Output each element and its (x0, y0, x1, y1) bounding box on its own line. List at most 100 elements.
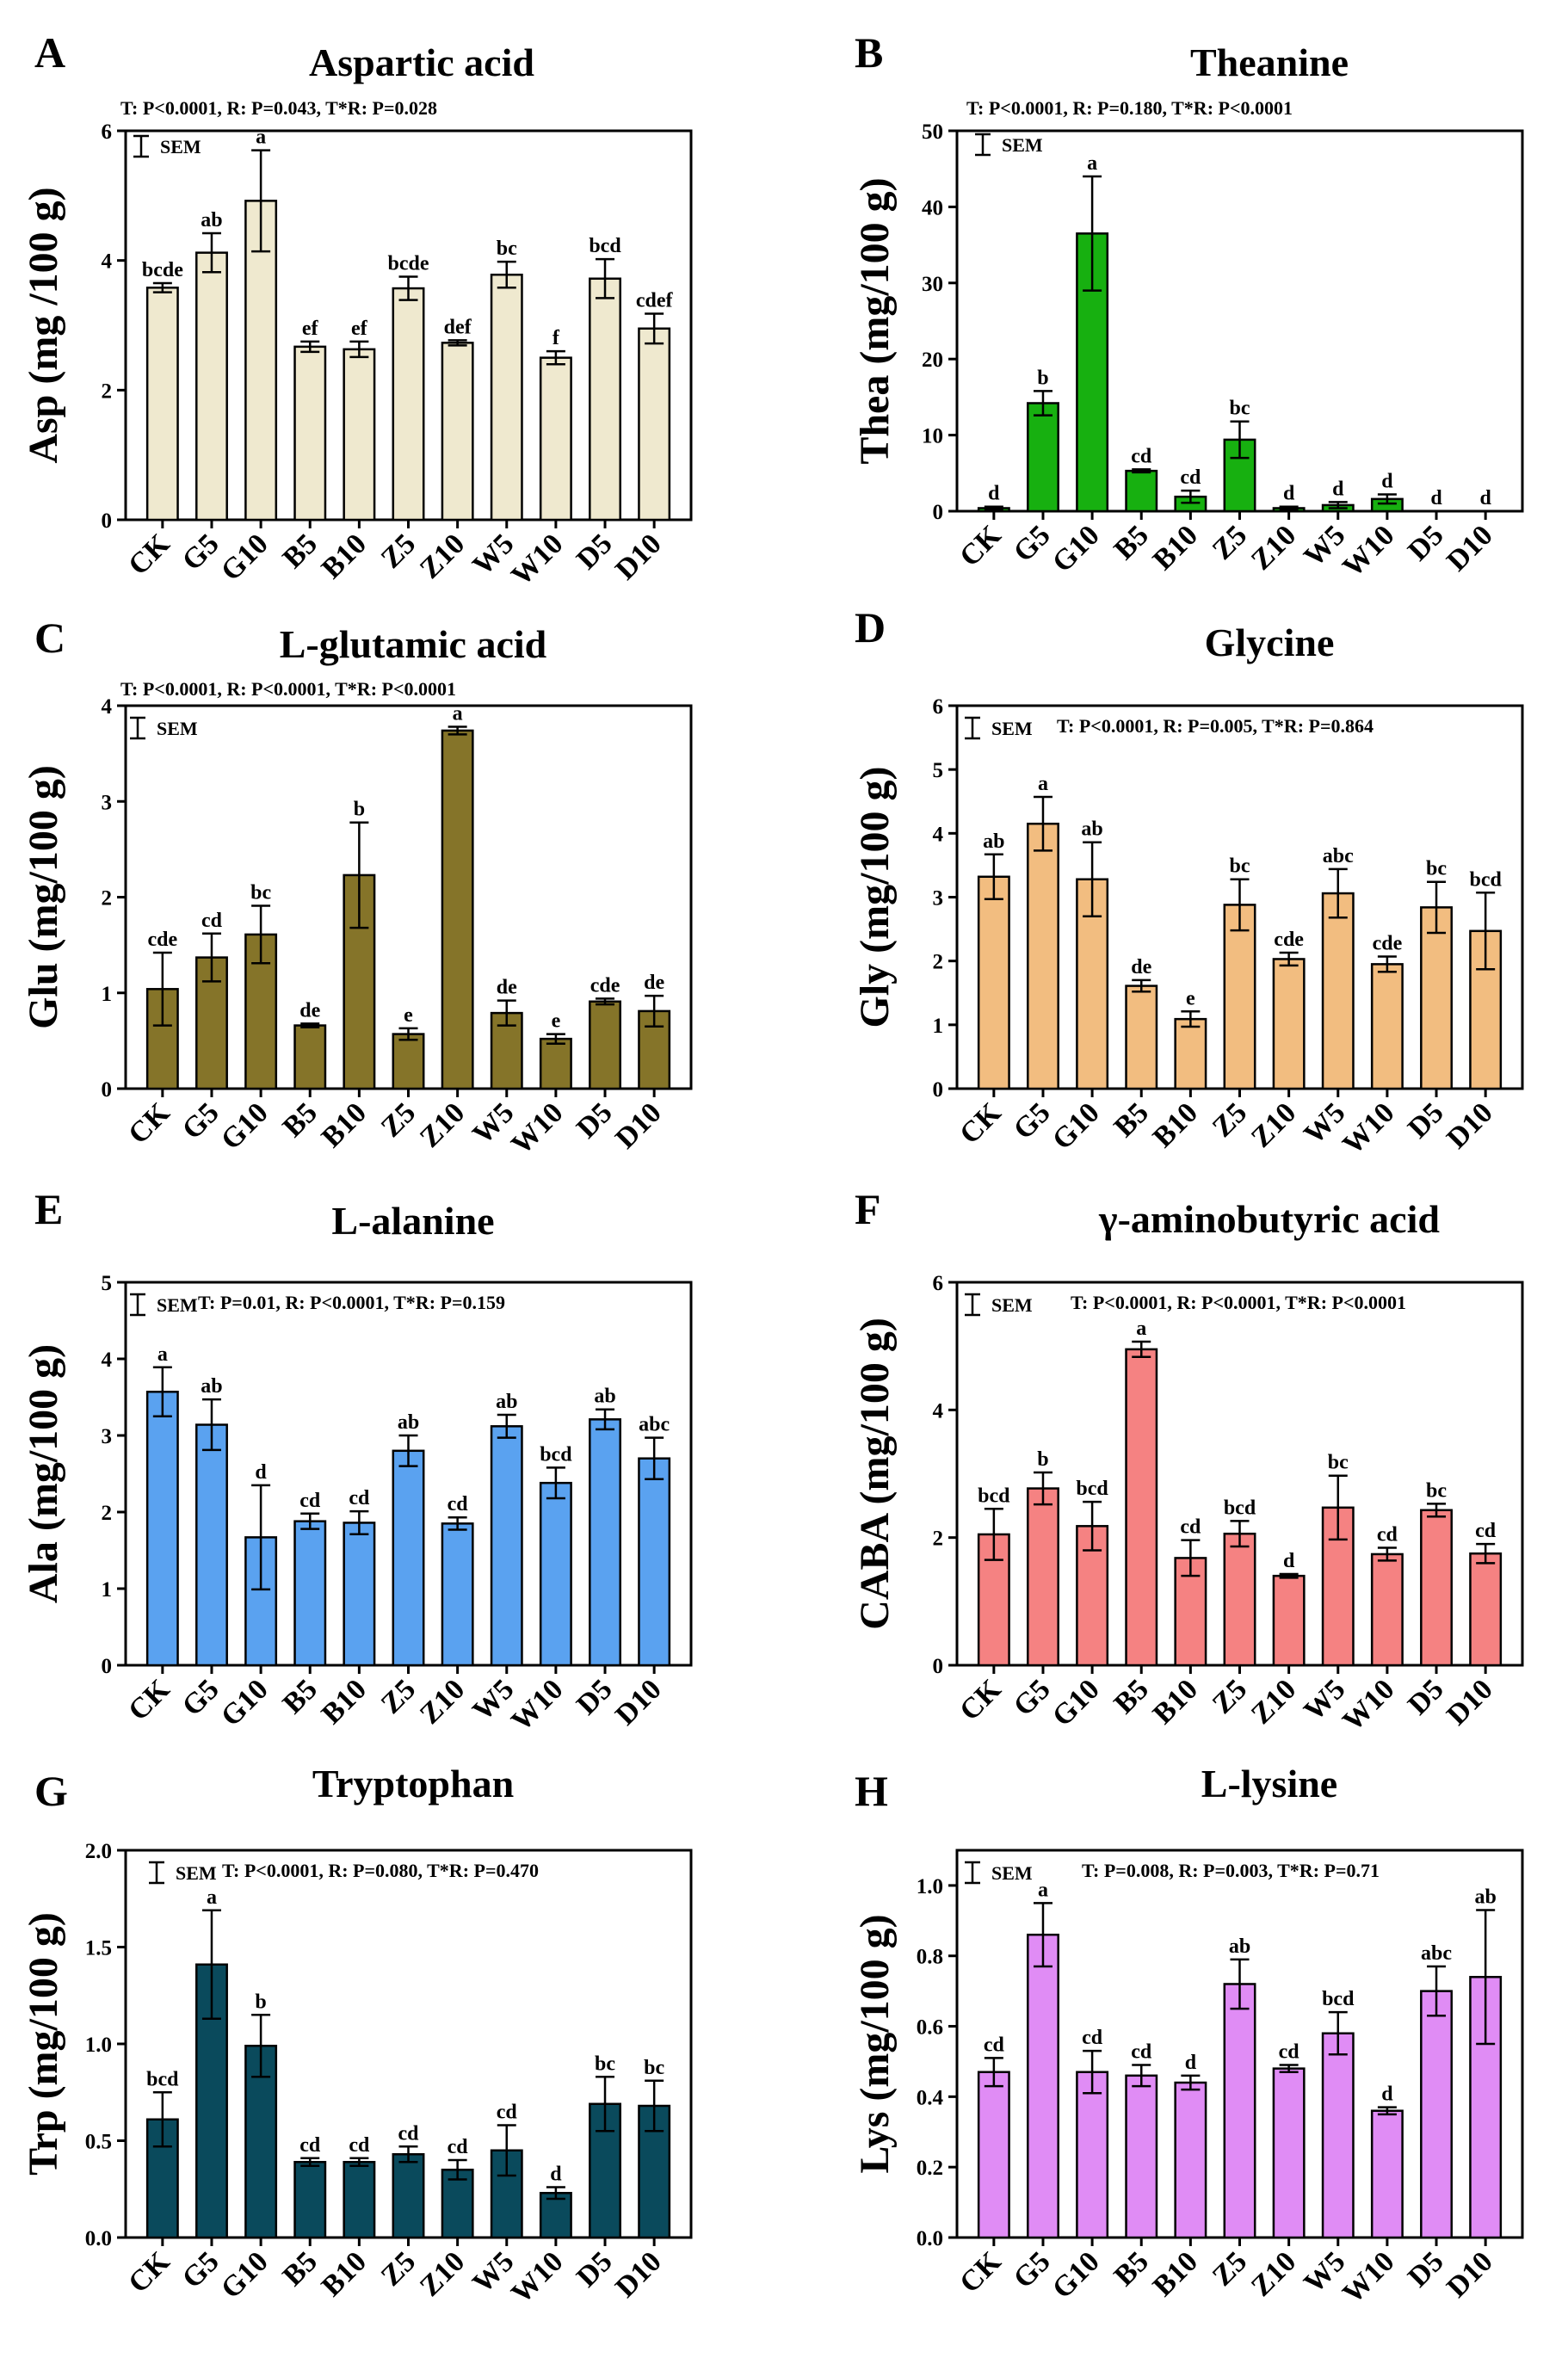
x-tick-label: CK (122, 1673, 176, 1727)
x-tick-label: B5 (277, 528, 324, 574)
x-tick-label: D5 (1402, 519, 1450, 567)
significance-letter: bc (1230, 855, 1250, 878)
x-tick-label: Z5 (1207, 519, 1253, 565)
x-tick-label: G5 (1008, 2245, 1057, 2294)
x-tick-label: Z10 (414, 528, 471, 584)
significance-letter: cd (497, 2102, 518, 2124)
x-tick-label: G10 (1046, 1673, 1106, 1732)
x-tick-label: D10 (609, 2245, 668, 2304)
bar-w5 (490, 273, 523, 522)
x-tick-label: B5 (1108, 519, 1155, 565)
significance-letter: ef (302, 318, 319, 340)
panel-letter: C (34, 614, 65, 662)
x-tick-label: Z5 (375, 528, 422, 574)
bar-b10 (343, 348, 376, 522)
bar-g10 (1076, 2071, 1109, 2239)
bar-w10 (539, 2192, 572, 2239)
bar-w5 (490, 1425, 523, 1667)
stats-annotation: T: P<0.0001, R: P<0.0001, T*R: P<0.0001 (1071, 1292, 1406, 1313)
significance-letter: abc (1421, 1942, 1452, 1965)
significance-letter: cd (349, 1487, 370, 1509)
x-tick-label: D10 (1441, 1096, 1499, 1155)
bar-ck (977, 2071, 1010, 2239)
x-tick-label: D10 (609, 1673, 668, 1731)
significance-letter: ef (351, 318, 368, 340)
chart-title: Aspartic acid (309, 40, 534, 84)
significance-letter: b (1037, 367, 1048, 389)
x-tick-label: B10 (1147, 1096, 1204, 1153)
y-tick-label: 2 (102, 380, 113, 403)
significance-letter: cd (299, 2134, 321, 2157)
bar-z10 (441, 1522, 474, 1667)
significance-letter: ab (201, 1375, 222, 1398)
legend: SEM (133, 134, 201, 158)
y-tick-label: 30 (922, 273, 943, 296)
x-tick-label: D10 (1441, 2245, 1499, 2304)
significance-letter: bc (1230, 398, 1250, 420)
x-tick-label: B5 (1108, 1096, 1155, 1143)
y-tick-label: 4 (102, 1349, 113, 1372)
y-tick-label: 1.5 (85, 1937, 112, 1960)
y-axis-label: Ala (mg/100 g) (21, 1344, 66, 1603)
bar-z5 (392, 287, 425, 522)
x-tick-label: W10 (505, 1096, 569, 1160)
stats-annotation: T: P=0.01, R: P<0.0001, T*R: P=0.159 (198, 1292, 505, 1313)
chart-panel-d: D Glycine T: P<0.0001, R: P=0.005, T*R: P=… (852, 603, 1524, 1161)
x-tick-label: D5 (571, 1673, 619, 1721)
y-tick-label: 3 (102, 791, 113, 814)
bar-b5 (293, 1024, 327, 1090)
y-tick-label: 0 (933, 1078, 944, 1102)
x-tick-label: D10 (1441, 519, 1499, 577)
x-tick-label: Z10 (414, 2245, 471, 2302)
significance-letter: a (207, 1886, 217, 1909)
chart-panel-c: C L-glutamic acid T: P<0.0001, R: P<0.0001… (21, 614, 693, 1161)
x-tick-label: W10 (1337, 1096, 1400, 1160)
y-tick-label: 1 (933, 1015, 944, 1038)
bar-b5 (293, 345, 327, 522)
bar-z5 (1223, 438, 1256, 513)
x-tick-label: W10 (505, 2245, 569, 2309)
bar-g5 (195, 251, 228, 522)
significance-letter: d (1283, 1550, 1295, 1572)
bar-b5 (1125, 985, 1158, 1090)
significance-letter: b (354, 799, 365, 821)
chart-panel-h: H L-lysine T: P=0.008, R: P=0.003, T*R: P=… (852, 1762, 1524, 2310)
y-tick-label: 2 (933, 1528, 944, 1551)
x-tick-label: G5 (1008, 1673, 1057, 1722)
y-tick-label: 0 (102, 1078, 113, 1102)
significance-letter: ab (594, 1386, 615, 1408)
bar-g5 (1027, 822, 1059, 1090)
x-tick-label: W10 (1337, 519, 1400, 583)
significance-letter: a (453, 702, 463, 725)
y-tick-label: 0 (102, 509, 113, 533)
legend: SEM (130, 716, 198, 740)
significance-letter: d (1381, 2083, 1393, 2106)
x-tick-label: Z10 (414, 1096, 471, 1153)
significance-letter: cde (1373, 932, 1403, 954)
bar-d5 (1420, 1509, 1453, 1667)
bar-b5 (1125, 469, 1158, 513)
x-tick-label: B5 (277, 1096, 324, 1143)
y-tick-label: 4 (102, 250, 113, 274)
x-tick-label: Z5 (375, 1096, 422, 1143)
significance-letter: d (1332, 478, 1344, 500)
x-tick-label: G5 (1008, 519, 1057, 568)
bar-w10 (539, 1037, 572, 1090)
significance-letter: b (255, 1991, 266, 2013)
bar-z5 (392, 1033, 425, 1090)
bar-d5 (589, 1000, 621, 1090)
panel-letter: A (34, 28, 65, 77)
x-tick-label: Z5 (1207, 1096, 1253, 1143)
significance-letter: bc (1328, 1452, 1349, 1474)
bar-g5 (195, 1423, 228, 1667)
significance-letter: a (1087, 152, 1097, 175)
significance-letter: d (1283, 483, 1295, 505)
bar-z10 (1272, 958, 1306, 1090)
x-tick-label: B10 (1147, 1673, 1204, 1730)
y-tick-label: 0 (933, 501, 944, 524)
bar-d10 (1469, 1976, 1503, 2239)
y-axis-label: Gly (mg/100 g) (852, 767, 898, 1028)
y-tick-label: 4 (933, 1399, 944, 1423)
x-tick-label: CK (954, 519, 1008, 573)
